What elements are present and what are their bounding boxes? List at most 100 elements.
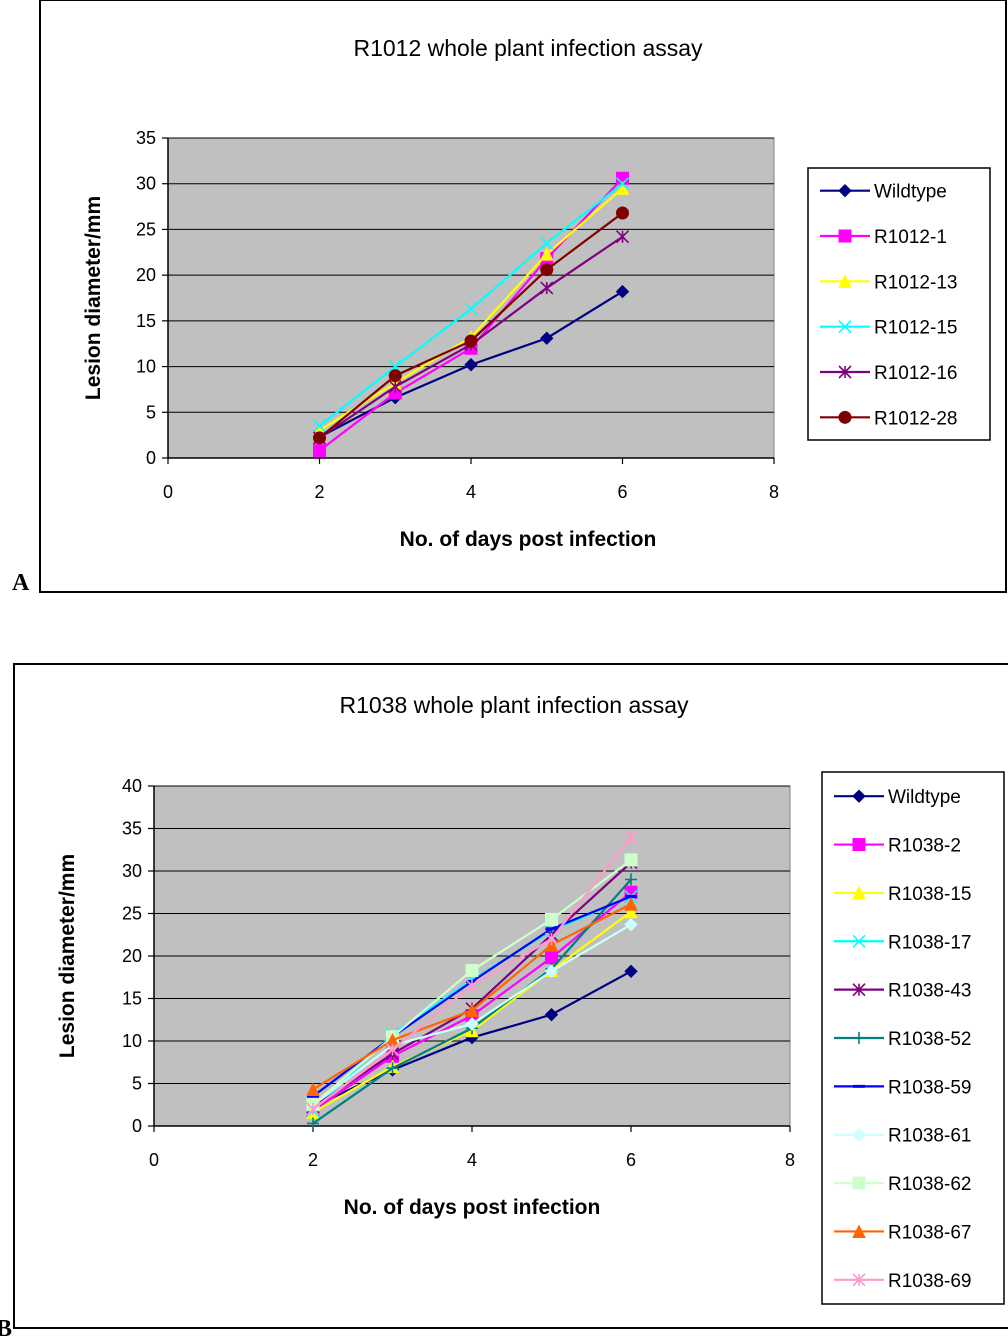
chart-b-legend-entry-r1038-62: R1038-62 xyxy=(834,1174,971,1195)
chart-b-legend-marker-r1038-17 xyxy=(852,934,866,948)
chart-b-y-axis-title: Lesion diameter/mm xyxy=(56,854,79,1058)
chart-a-legend-marker-r1012-28 xyxy=(838,410,852,424)
chart-b-y-tick-label-20: 20 xyxy=(122,946,142,966)
chart-b-x-tick-label-6: 6 xyxy=(626,1150,636,1170)
chart-b: R1038 whole plant infection assay 0 5 10 15… xyxy=(0,663,1008,1337)
chart-b-legend-entries: Wildtype R1038-2 R1038-15 R1038-17 R1038-43 R… xyxy=(834,787,971,1292)
chart-a-y-tick-label-10: 10 xyxy=(136,357,156,377)
chart-b-legend-entry-r1038-43: R1038-43 xyxy=(834,981,971,1002)
chart-a-point-wildtype-day-4 xyxy=(464,358,478,372)
chart-a-legend-label-r1012-1: R1012-1 xyxy=(874,227,947,248)
chart-b-legend-marker-r1038-52 xyxy=(853,1032,865,1044)
chart-a-point-r1012-15-day-6 xyxy=(615,177,630,191)
chart-b-legend-marker-r1038-61 xyxy=(852,1128,866,1142)
chart-a-point-r1012-15-day-5 xyxy=(540,236,554,250)
chart-b-legend-label-r1038-2: R1038-2 xyxy=(888,836,961,857)
chart-a-y-tick-label-30: 30 xyxy=(136,174,156,194)
chart-b-point-r1038-61-day-4 xyxy=(465,1017,479,1031)
chart-a-legend-entry-r1012-1: R1012-1 xyxy=(820,227,947,248)
chart-b-y-ticks: 0 5 10 15 20 25 30 35 40 xyxy=(122,776,154,1136)
chart-a-point-r1012-28-day-6 xyxy=(616,206,629,220)
chart-b-point-r1038-69-day-4 xyxy=(465,979,479,993)
chart-a-x-tick-label-2: 2 xyxy=(314,482,324,502)
chart-b-legend-entry-r1038-67: R1038-67 xyxy=(834,1222,971,1243)
chart-a-point-r1012-28-day-4 xyxy=(464,334,478,348)
chart-b-legend-marker-r1038-43 xyxy=(852,983,866,997)
chart-a-y-tick-label-25: 25 xyxy=(136,219,156,239)
chart-a-legend-marker-r1012-13 xyxy=(838,274,852,288)
chart-b-x-tick-label-2: 2 xyxy=(308,1150,318,1170)
chart-b-title: R1038 whole plant infection assay xyxy=(339,692,689,718)
chart-b-y-tick-label-30: 30 xyxy=(122,861,142,881)
chart-b-series xyxy=(306,830,638,1130)
chart-a-legend-entry-r1012-28: R1012-28 xyxy=(820,408,957,429)
chart-b-legend-marker-r1038-15 xyxy=(852,885,866,900)
chart-a-legend-entry-wildtype: Wildtype xyxy=(820,182,947,203)
chart-b-point-wildtype-day-6 xyxy=(624,964,638,979)
chart-a-x-tick-label-0: 0 xyxy=(163,482,173,502)
chart-a-point-r1012-13-day-5 xyxy=(539,246,554,261)
panel-label-a: A xyxy=(12,570,30,596)
chart-b-legend-entry-r1038-15: R1038-15 xyxy=(834,884,971,905)
chart-b-y-tick-label-0: 0 xyxy=(132,1116,142,1136)
chart-b-legend-entry-r1038-59: R1038-59 xyxy=(834,1077,971,1098)
chart-a-y-tick-label-35: 35 xyxy=(136,128,156,148)
chart-a-y-ticks: 0 5 10 15 20 25 30 35 xyxy=(136,128,168,468)
chart-a-y-tick-label-15: 15 xyxy=(136,311,156,331)
chart-b-y-tick-label-5: 5 xyxy=(132,1074,142,1094)
chart-b-legend-entry-r1038-61: R1038-61 xyxy=(834,1126,971,1147)
chart-b-legend-label-r1038-15: R1038-15 xyxy=(888,884,971,905)
chart-b-point-r1038-62-day-5 xyxy=(545,912,558,926)
chart-b-legend-entry-wildtype: Wildtype xyxy=(834,787,961,808)
chart-a-legend-marker-r1012-1 xyxy=(838,229,852,243)
chart-b-point-r1038-52-day-3 xyxy=(386,1062,399,1075)
chart-a: R1012 whole plant infection assay 0 5 10 15… xyxy=(12,0,1007,596)
chart-a-legend-label-r1012-15: R1012-15 xyxy=(874,318,957,339)
chart-b-point-r1038-62-day-4 xyxy=(465,963,479,977)
chart-b-legend-label-r1038-67: R1038-67 xyxy=(888,1222,971,1243)
chart-a-legend-marker-wildtype xyxy=(838,183,852,198)
chart-b-legend-entry-r1038-17: R1038-17 xyxy=(834,932,971,953)
chart-a-legend-entries: Wildtype R1012-1 R1012-13 R1012-15 R1012-16 R… xyxy=(820,182,957,429)
chart-b-y-tick-label-40: 40 xyxy=(122,776,142,796)
chart-a-point-r1012-16-day-6 xyxy=(615,230,630,244)
chart-b-legend-label-r1038-43: R1038-43 xyxy=(888,981,971,1002)
chart-a-y-tick-label-0: 0 xyxy=(146,448,156,468)
chart-b-point-r1038-61-day-5 xyxy=(544,964,559,979)
chart-b-gridlines xyxy=(154,785,790,1084)
chart-b-legend-marker-r1038-69 xyxy=(852,1273,866,1287)
chart-b-point-r1038-2-day-5 xyxy=(545,951,558,965)
chart-a-point-r1012-28-day-5 xyxy=(540,263,554,277)
chart-a-point-r1012-16-day-3 xyxy=(388,380,402,394)
chart-b-legend-label-r1038-62: R1038-62 xyxy=(888,1174,971,1195)
chart-a-x-ticks: 0 2 4 6 8 xyxy=(163,458,779,502)
chart-a-legend-entry-r1012-15: R1012-15 xyxy=(820,318,957,339)
chart-b-x-tick-label-8: 8 xyxy=(785,1150,795,1170)
chart-a-point-r1012-28-day-2 xyxy=(313,431,326,445)
chart-b-legend-marker-r1038-67 xyxy=(852,1224,866,1238)
chart-a-point-r1012-15-day-4 xyxy=(464,302,478,316)
chart-a-x-axis-title: No. of days post infection xyxy=(400,528,657,551)
chart-b-legend-marker-r1038-62 xyxy=(852,1176,866,1190)
chart-b-legend-label-r1038-61: R1038-61 xyxy=(888,1126,971,1147)
chart-b-legend-label-r1038-52: R1038-52 xyxy=(888,1029,971,1050)
chart-b-y-tick-label-35: 35 xyxy=(122,819,142,839)
chart-a-legend-marker-r1012-15 xyxy=(838,320,852,334)
chart-b-point-r1038-69-day-5 xyxy=(544,932,559,946)
chart-b-legend-label-r1038-59: R1038-59 xyxy=(888,1077,971,1098)
chart-b-y-tick-label-15: 15 xyxy=(122,989,142,1009)
chart-a-legend-label-r1012-13: R1012-13 xyxy=(874,272,957,293)
chart-b-point-r1038-15-day-6 xyxy=(624,904,638,919)
chart-b-point-wildtype-day-5 xyxy=(544,1007,559,1022)
chart-b-legend-label-r1038-17: R1038-17 xyxy=(888,932,971,953)
chart-a-point-r1012-28-day-3 xyxy=(388,369,402,383)
chart-b-series-r1038-69 xyxy=(306,830,638,1116)
panel-label-b: B xyxy=(0,1316,12,1337)
chart-b-legend-entry-r1038-52: R1038-52 xyxy=(834,1029,971,1050)
chart-a-legend-label-r1012-28: R1012-28 xyxy=(874,408,957,429)
chart-b-series-r1038-67 xyxy=(306,897,638,1096)
chart-b-legend-entry-r1038-69: R1038-69 xyxy=(834,1271,971,1292)
chart-b-point-r1038-62-day-6 xyxy=(624,853,638,867)
chart-a-x-tick-label-4: 4 xyxy=(466,482,476,502)
